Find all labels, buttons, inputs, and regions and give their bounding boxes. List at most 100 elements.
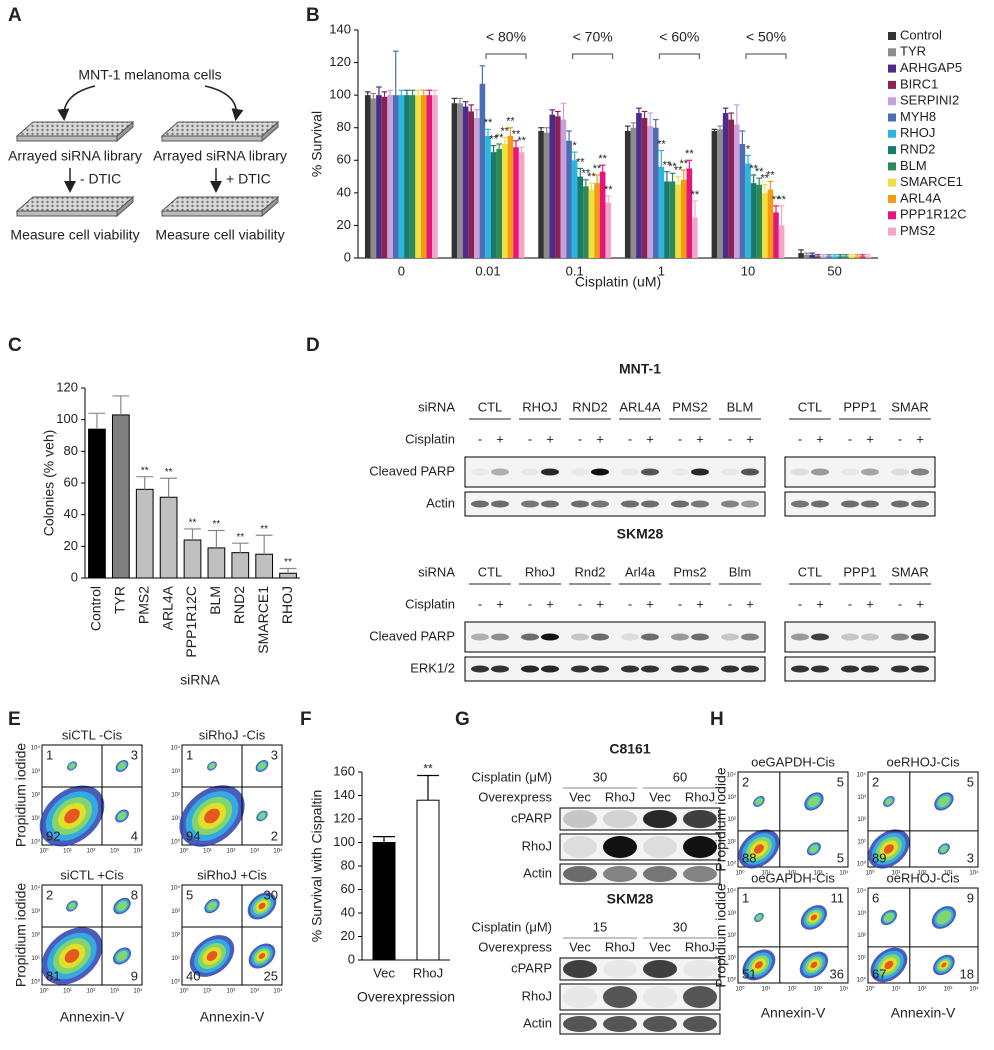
axis-tick-label: 10²	[857, 933, 866, 939]
blot-band	[891, 468, 909, 476]
treatment-sign: -	[478, 431, 482, 446]
bar	[750, 183, 757, 258]
blot-band	[791, 468, 809, 476]
blot-band	[563, 810, 597, 828]
blot-band	[683, 1016, 717, 1032]
axis-tick-label: 10³	[171, 769, 180, 775]
blot-band	[721, 665, 739, 673]
blot-frame	[784, 621, 936, 653]
blot-band	[811, 665, 829, 673]
axis-tick-label: 10¹	[727, 839, 736, 845]
bar	[778, 225, 785, 258]
population	[936, 910, 952, 925]
significance: **	[141, 465, 149, 476]
legend-label: PMS2	[900, 223, 935, 238]
legend-swatch	[888, 146, 896, 155]
blot-band	[603, 810, 637, 828]
panel-label: A	[8, 5, 22, 26]
x-axis-label: Annexin-V	[200, 1009, 265, 1025]
library-label: Arrayed siRNA library	[8, 148, 142, 164]
x-tick-label: 1	[658, 263, 665, 278]
bar	[432, 95, 438, 259]
x-axis-label: Cisplatin (uM)	[575, 274, 661, 290]
treatment-sign: +	[866, 431, 874, 446]
row-header: Overexpress	[478, 939, 552, 954]
axis-tick-label: 10¹	[171, 816, 180, 822]
x-axis-label: Annexin-V	[761, 1005, 826, 1021]
bar	[571, 160, 578, 258]
quadrant-percent: 4	[131, 828, 138, 843]
population	[753, 844, 764, 854]
quadrant-percent: 2	[742, 774, 749, 789]
blot-band	[491, 468, 509, 476]
y-axis-label: Propidium iodide	[13, 743, 29, 847]
sirna-label: CTL	[798, 399, 823, 414]
axis-tick-label: 10⁴	[839, 870, 849, 877]
row-header: Cisplatin	[405, 596, 455, 611]
axis-tick-label: 10⁴	[839, 986, 849, 993]
y-tick-label: 120	[56, 379, 78, 394]
axis-tick-label: 10¹	[762, 871, 771, 877]
bar	[669, 181, 676, 258]
y-axis-label: Colonies (% veh)	[41, 430, 57, 537]
blot-band	[683, 836, 717, 858]
quadrant-percent: 3	[967, 850, 974, 865]
blot-band	[721, 468, 739, 476]
significance: *	[573, 140, 578, 152]
bar	[711, 130, 718, 258]
bar	[680, 179, 687, 258]
blot-band	[521, 633, 539, 641]
dose-label: 60	[673, 769, 687, 784]
bar	[865, 256, 872, 258]
treatment-sign: -	[578, 596, 582, 611]
sirna-label: SMAR	[891, 399, 929, 414]
x-tick-label: TYR	[112, 586, 128, 614]
dose-label: 30	[593, 769, 607, 784]
blot-band	[841, 633, 859, 641]
plot-title: siRhoJ +Cis	[197, 867, 267, 882]
sirna-label: RhoJ	[525, 564, 555, 579]
quadrant-percent: 51	[742, 966, 756, 981]
lane-label: Vec	[649, 939, 671, 954]
population	[754, 961, 763, 969]
blot-band	[471, 500, 489, 508]
sirna-label: PPP1	[843, 399, 876, 414]
y-tick-label: 40	[64, 506, 78, 521]
bracket-label: < 80%	[486, 29, 526, 45]
significance: **	[512, 129, 521, 141]
axis-tick-label: 10³	[727, 795, 736, 801]
treatment-sign: +	[496, 596, 504, 611]
blot-band	[861, 665, 879, 673]
blot-band	[891, 633, 909, 641]
y-tick-label: 60	[341, 881, 355, 896]
legend-label: BLM	[900, 158, 927, 173]
axis-tick-label: 10⁰	[31, 979, 41, 986]
plot-title: siCTL +Cis	[60, 867, 124, 882]
significance: **	[749, 163, 758, 175]
blot-row-label: RhoJ	[522, 838, 552, 853]
bar	[457, 103, 463, 259]
blot-row-label: Actin	[523, 1015, 552, 1030]
axis-tick-label: 10³	[944, 871, 953, 877]
axis-tick-label: 10³	[857, 795, 866, 801]
blot-band	[471, 665, 489, 673]
population	[258, 812, 266, 820]
bar	[820, 256, 827, 258]
plot-title: oeGAPDH-Cis	[751, 870, 835, 885]
axis-tick-label: 10⁴	[857, 772, 867, 779]
blot-band	[641, 633, 659, 641]
axis-tick-label: 10⁰	[31, 839, 41, 846]
population	[810, 914, 818, 921]
library-label: Arrayed siRNA library	[153, 148, 287, 164]
plate	[15, 196, 135, 212]
dose-label: 15	[593, 919, 607, 934]
quadrant-percent: 5	[837, 774, 844, 789]
bar	[605, 202, 612, 258]
sirna-label: Rnd2	[574, 564, 605, 579]
significance: **	[593, 163, 602, 175]
x-tick-label: PMS2	[135, 586, 151, 624]
blot-band	[911, 468, 929, 476]
y-tick-label: 100	[56, 411, 78, 426]
blot-band	[671, 633, 689, 641]
